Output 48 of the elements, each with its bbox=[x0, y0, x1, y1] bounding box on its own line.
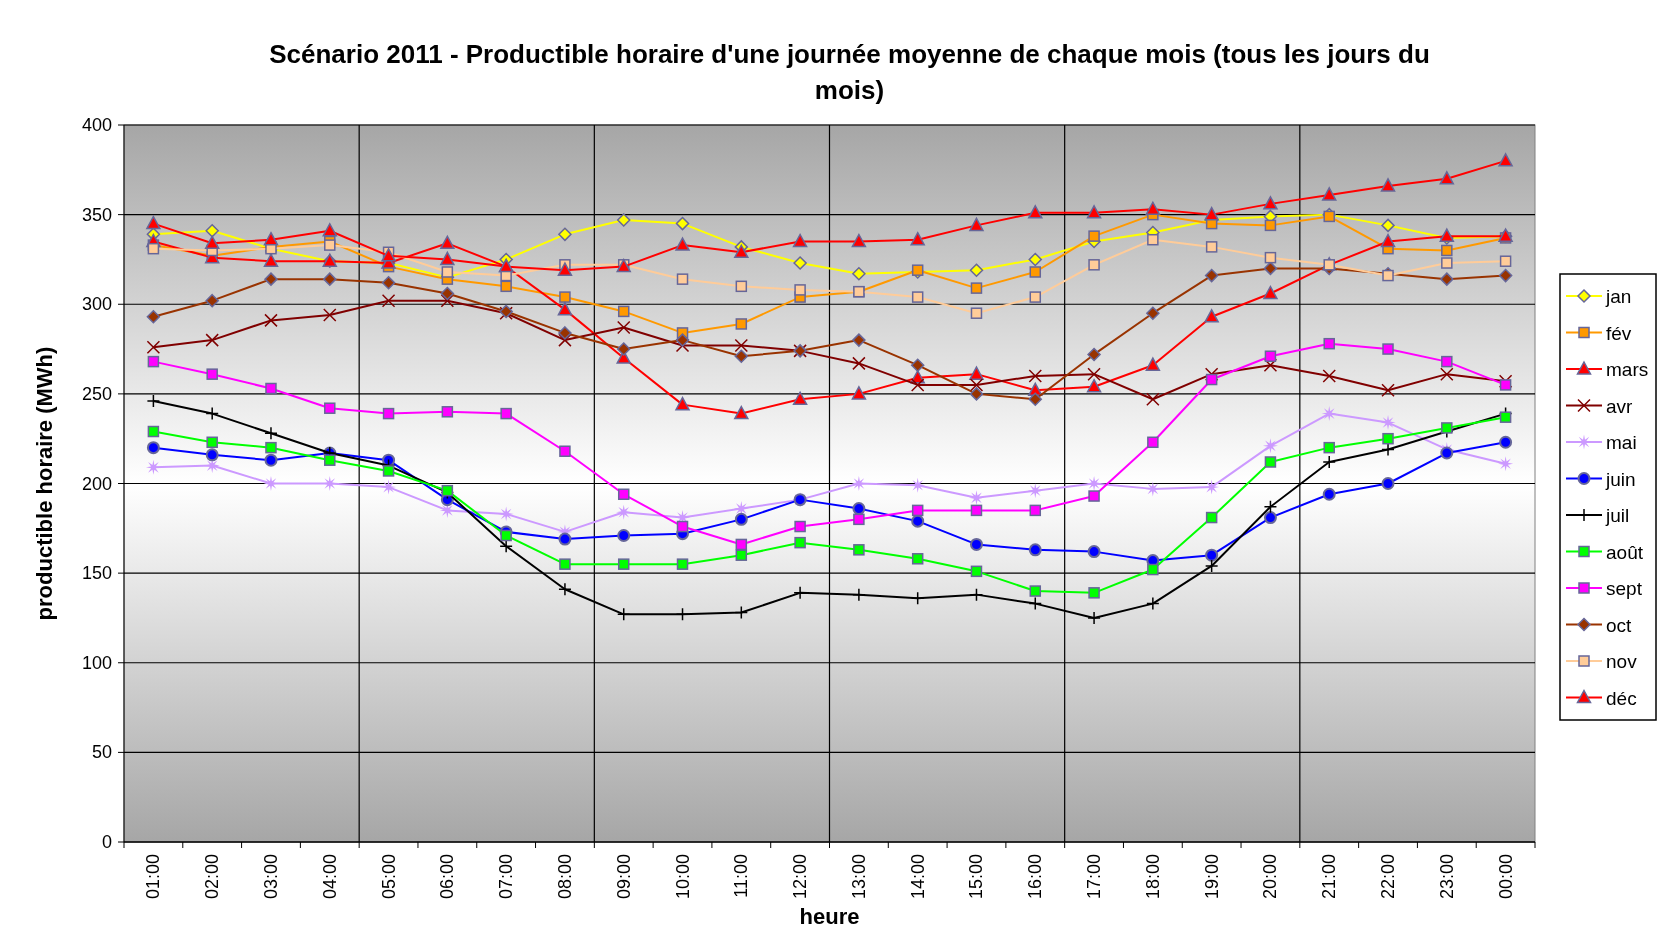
x-tick-label: 20:00 bbox=[1260, 854, 1281, 900]
x-tick-label: 23:00 bbox=[1436, 854, 1457, 900]
x-tick-label: 22:00 bbox=[1378, 854, 1399, 900]
y-tick-label: 200 bbox=[81, 473, 112, 494]
x-tick-label: 07:00 bbox=[496, 854, 517, 900]
legend-label: nov bbox=[1606, 651, 1638, 672]
x-tick-label: 02:00 bbox=[202, 854, 223, 900]
y-tick-label: 50 bbox=[91, 742, 112, 763]
legend-label: juil bbox=[1605, 505, 1630, 526]
x-tick-label: 00:00 bbox=[1495, 854, 1516, 900]
y-tick-label: 0 bbox=[101, 832, 112, 852]
legend-label: jan bbox=[1605, 286, 1632, 307]
legend-label: mai bbox=[1606, 432, 1637, 453]
x-tick-label: 15:00 bbox=[966, 854, 987, 900]
legend-label: avr bbox=[1606, 395, 1634, 417]
x-tick-label: 18:00 bbox=[1142, 854, 1163, 900]
x-tick-label: 12:00 bbox=[790, 854, 811, 900]
y-tick-label: 350 bbox=[81, 204, 112, 225]
x-tick-label: 13:00 bbox=[848, 854, 869, 900]
x-tick-label: 19:00 bbox=[1201, 854, 1222, 900]
chart-title: Scénario 2011 - Productible horaire d'une journée moyenne de chaque mois (tous les jours du mois) bbox=[269, 39, 1430, 105]
x-tick-label: 01:00 bbox=[143, 854, 164, 900]
y-tick-label: 400 bbox=[81, 115, 112, 135]
x-tick-label: 06:00 bbox=[437, 854, 458, 900]
x-tick-label: 21:00 bbox=[1319, 854, 1340, 900]
x-tick-label: 16:00 bbox=[1025, 854, 1046, 900]
y-tick-label: 250 bbox=[81, 383, 112, 404]
x-tick-label: 03:00 bbox=[260, 854, 281, 900]
x-tick-label: 10:00 bbox=[672, 854, 693, 900]
legend-label: oct bbox=[1606, 614, 1633, 636]
y-tick-label: 300 bbox=[81, 294, 112, 315]
legend-label: août bbox=[1606, 541, 1644, 563]
x-tick-label: 08:00 bbox=[554, 854, 575, 900]
x-tick-label: 14:00 bbox=[907, 854, 928, 900]
legend-label: fév bbox=[1606, 322, 1632, 344]
legend-label: juin bbox=[1605, 468, 1636, 490]
y-tick-label: 150 bbox=[81, 563, 112, 584]
x-axis-title: heure bbox=[799, 904, 860, 929]
x-tick-label: 11:00 bbox=[731, 854, 752, 898]
x-tick-label: 09:00 bbox=[613, 854, 634, 900]
y-tick-label: 100 bbox=[81, 652, 112, 673]
x-tick-label: 04:00 bbox=[319, 854, 340, 900]
legend-label: mars bbox=[1606, 359, 1649, 380]
legend-label: déc bbox=[1606, 687, 1637, 709]
x-tick-label: 17:00 bbox=[1084, 854, 1105, 900]
legend-label: sept bbox=[1606, 578, 1643, 599]
x-tick-label: 05:00 bbox=[378, 854, 399, 900]
y-axis-title: productible horaire (MWh) bbox=[32, 346, 57, 621]
